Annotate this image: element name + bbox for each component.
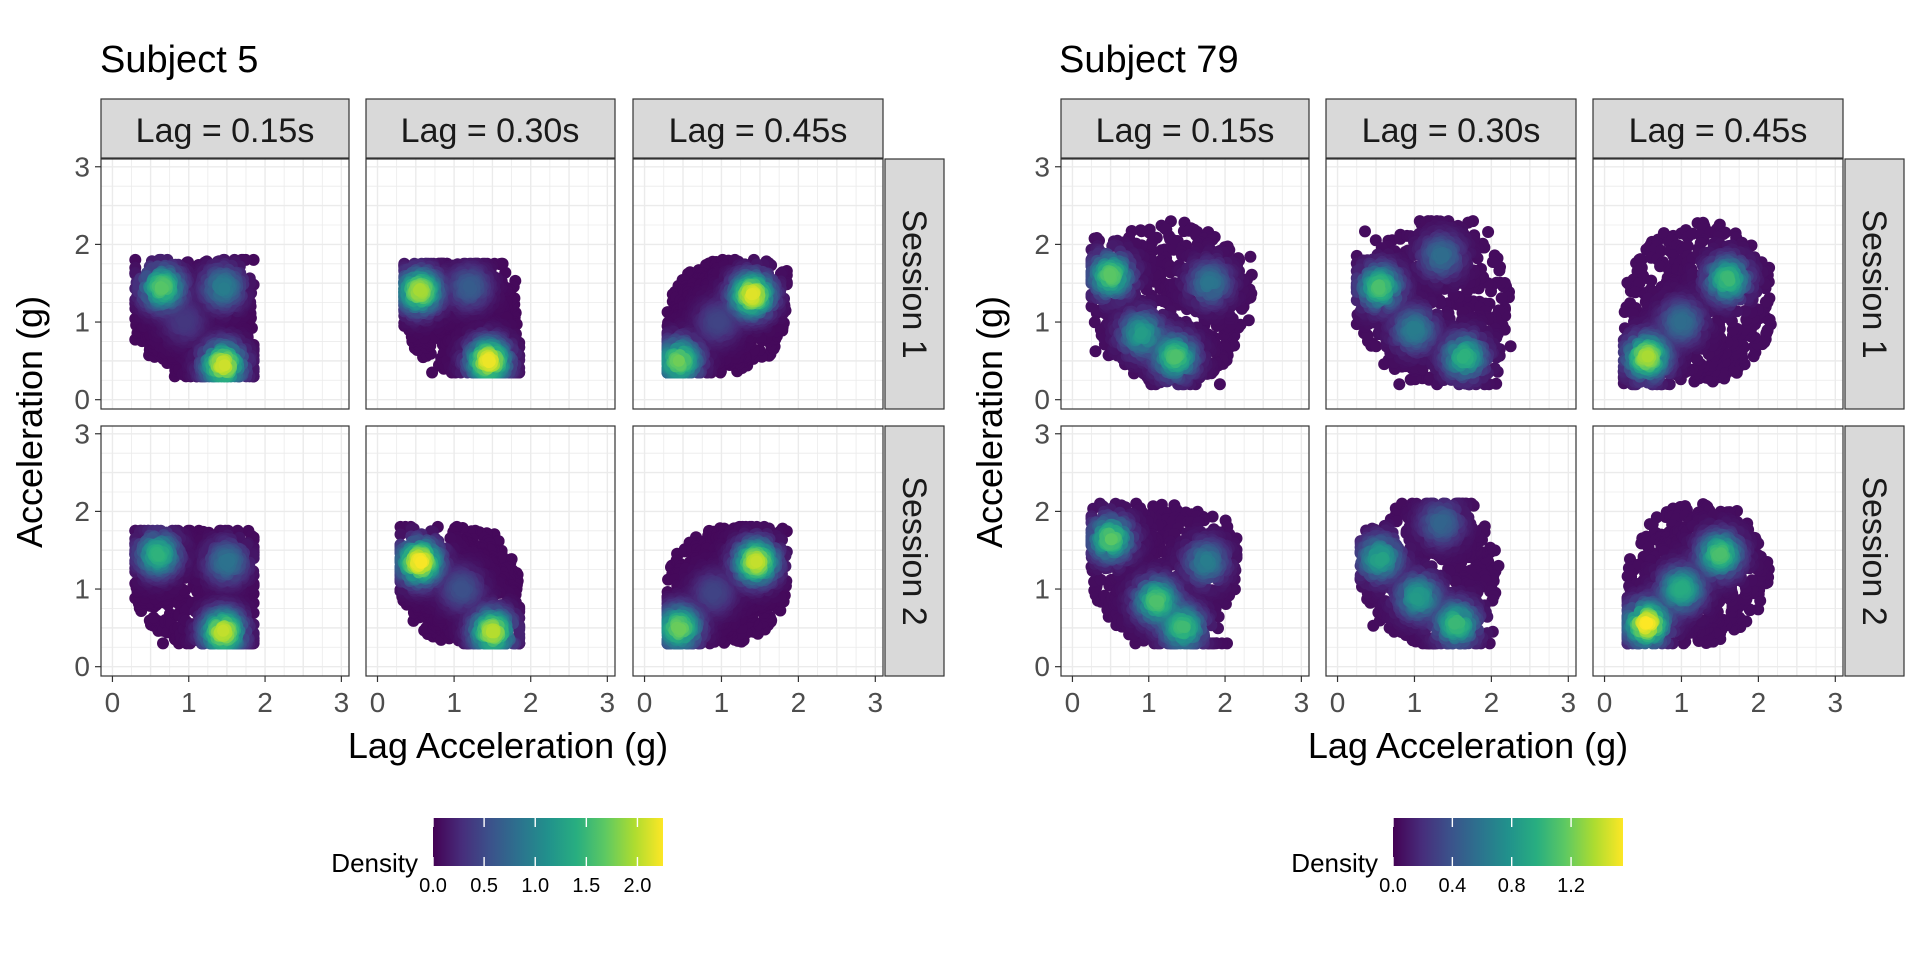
data-point (177, 315, 190, 328)
plot-panel (365, 158, 616, 410)
data-point (218, 282, 231, 295)
subject-5-figure: Subject 5 Acceleration (g) Lag Accelerat… (9, 39, 945, 897)
y-tick-label: 2 (74, 496, 90, 527)
data-point (152, 549, 165, 562)
data-points (129, 253, 260, 383)
facet-strip-label: Lag = 0.15s (136, 112, 315, 150)
facet-strip: Lag = 0.45s (632, 98, 884, 159)
y-tick-label: 1 (74, 307, 90, 338)
y-tick-label: 2 (74, 229, 90, 260)
y-tick-label: 0 (74, 651, 90, 682)
plot-panel: 0 1 2 3 (74, 151, 350, 415)
plot-panel: 0 1 2 3 0 1 2 3 (74, 418, 350, 718)
facet-strip: Lag = 0.15s (100, 98, 350, 159)
data-point (154, 281, 167, 294)
facet-strip: Session 1 (884, 158, 945, 410)
x-tick-label: 3 (334, 687, 350, 718)
y-tick-label: 0 (74, 384, 90, 415)
facet-strip-label: Lag = 0.45s (669, 112, 848, 150)
facet-strip: Lag = 0.30s (365, 98, 616, 159)
x-tick-label: 2 (257, 687, 273, 718)
data-point (745, 288, 758, 301)
x-axis-label: Lag Acceleration (g) (348, 725, 668, 766)
y-tick-label: 1 (74, 574, 90, 605)
data-point (157, 637, 169, 650)
data-point (222, 555, 235, 568)
facet-strip: Session 2 (884, 425, 945, 677)
data-point (413, 284, 425, 297)
data-point (217, 624, 230, 637)
data-point (147, 611, 160, 624)
chart-title: Subject 5 (100, 39, 258, 81)
y-tick-label: 3 (74, 418, 90, 449)
plot-panel (632, 158, 884, 410)
facet-strip-label: Session 2 (895, 476, 933, 625)
x-tick-label: 1 (181, 687, 197, 718)
data-point (482, 356, 495, 368)
data-point (712, 316, 725, 329)
data-point (218, 359, 231, 372)
facet-strip-label: Session 1 (895, 209, 933, 358)
data-point (672, 354, 685, 367)
y-tick-label: 3 (74, 151, 90, 182)
data-point (462, 280, 475, 293)
facet-strip-label: Lag = 0.30s (401, 112, 580, 150)
panel-border (100, 158, 350, 410)
data-points (398, 257, 526, 379)
y-axis-label: Acceleration (g) (9, 296, 50, 548)
x-tick-label: 0 (105, 687, 121, 718)
